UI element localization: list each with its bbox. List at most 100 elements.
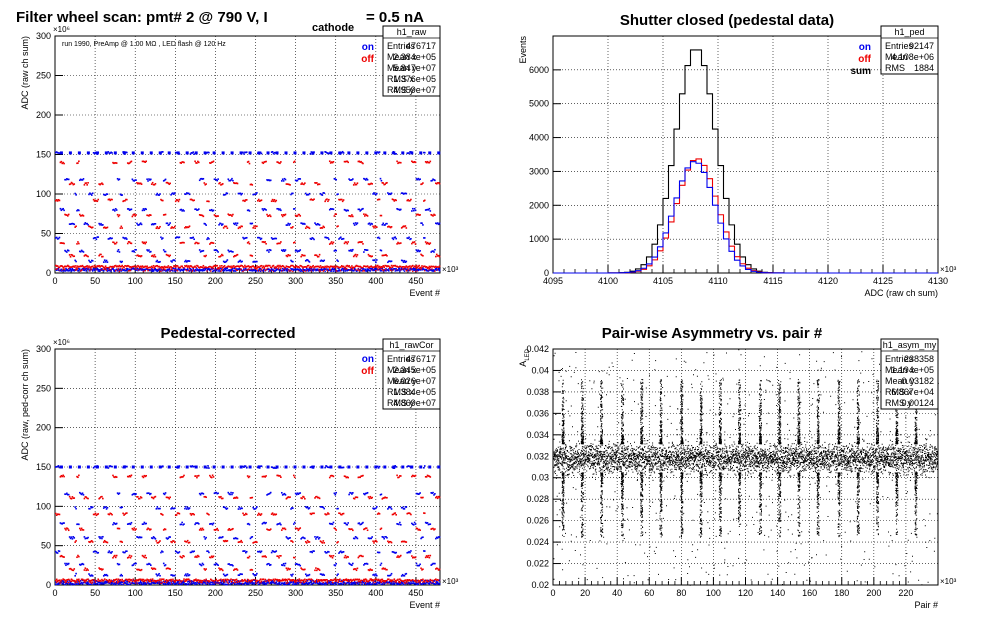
data-point-off [209, 578, 212, 581]
data-point-on [161, 466, 163, 468]
data-point-on [164, 178, 167, 181]
data-point-on [380, 249, 383, 252]
x-tick-label: 4095 [543, 276, 563, 286]
data-point-off [383, 568, 385, 570]
data-point-on [204, 582, 207, 584]
data-point-off [240, 225, 243, 228]
data-point-baseline [304, 269, 306, 272]
data-point-on [221, 536, 224, 538]
data-point-on [185, 508, 188, 510]
data-point-on [182, 524, 184, 526]
data-point-off [400, 227, 403, 229]
data-point-on [340, 236, 342, 239]
data-point-off [353, 266, 356, 269]
panel-rawcor-title: Pedestal-corrected [160, 325, 295, 342]
data-point-off [386, 265, 388, 268]
data-point-off [97, 198, 100, 201]
data-point-baseline [77, 267, 79, 270]
data-point-on [98, 583, 100, 586]
data-point-baseline [91, 582, 93, 584]
data-point-on [383, 151, 387, 155]
data-point-baseline [259, 581, 262, 584]
data-point-baseline [395, 269, 397, 272]
data-point-baseline [293, 581, 295, 583]
data-point-on [184, 193, 186, 195]
data-point-on [252, 573, 254, 575]
data-point-off [334, 213, 337, 215]
data-point-on [94, 236, 97, 239]
data-point-off [126, 265, 128, 268]
data-point-off [111, 266, 113, 268]
data-point-off [102, 266, 105, 269]
data-point-baseline [343, 582, 346, 584]
data-point-off [182, 580, 184, 582]
data-point-off [178, 579, 181, 581]
data-point-on [352, 583, 354, 586]
data-point-off [358, 578, 361, 581]
data-point-baseline [94, 581, 97, 583]
data-point-on [114, 269, 116, 272]
data-point-on [169, 536, 171, 538]
data-point-off [211, 474, 214, 477]
data-point-on [141, 209, 144, 212]
data-point-on [216, 582, 219, 584]
data-point-off [86, 265, 88, 267]
data-point-on [378, 551, 381, 554]
data-point-off [100, 183, 102, 185]
data-point-on [212, 270, 215, 272]
data-point-off [82, 266, 85, 268]
data-point-baseline [327, 582, 329, 584]
data-point-on [104, 574, 107, 577]
data-point-baseline [92, 579, 95, 582]
data-point-on [266, 249, 268, 252]
data-point-off [386, 254, 388, 257]
data-point-on [171, 261, 173, 263]
data-point-on [190, 551, 193, 554]
data-point-baseline [135, 582, 137, 584]
data-point-off [390, 226, 393, 228]
data-point-on [177, 551, 180, 554]
data-point-off [150, 580, 153, 583]
data-point-off [88, 225, 90, 228]
data-point-on [83, 268, 86, 270]
data-point-on [55, 237, 57, 239]
data-point-on [376, 269, 379, 271]
data-point-off [150, 265, 153, 268]
data-point-off [201, 266, 204, 269]
data-point-off [164, 528, 167, 531]
data-point-on [328, 551, 330, 553]
data-point-on [416, 269, 419, 271]
data-point-on [285, 224, 288, 226]
data-point-off [289, 184, 291, 186]
data-point-on [193, 238, 195, 241]
data-point-off [162, 266, 165, 269]
data-point-off [203, 568, 206, 570]
data-point-baseline [231, 581, 233, 583]
data-point-on [284, 562, 287, 565]
data-point-off [65, 265, 67, 268]
data-point-off [117, 265, 120, 268]
data-point-off [209, 476, 212, 478]
data-point-baseline [192, 581, 194, 583]
data-point-on [227, 178, 230, 181]
data-point-off [59, 265, 62, 267]
data-point-off [150, 266, 152, 269]
data-point-off [410, 198, 412, 201]
data-point-off [280, 555, 282, 557]
data-point-on [283, 492, 286, 495]
data-point-on [148, 178, 150, 180]
data-point-on [136, 222, 138, 225]
data-point-on [328, 522, 331, 525]
data-point-off [233, 496, 236, 499]
data-point-off [104, 540, 107, 543]
data-point-on [226, 192, 229, 195]
data-point-on [362, 521, 364, 524]
data-point-on [184, 583, 186, 585]
data-point-off [372, 579, 374, 581]
data-point-on [172, 582, 174, 585]
data-point-on [220, 536, 222, 539]
data-point-on [95, 550, 98, 553]
data-point-off [355, 496, 358, 498]
data-point-off [113, 476, 115, 478]
data-point-on [394, 236, 397, 238]
